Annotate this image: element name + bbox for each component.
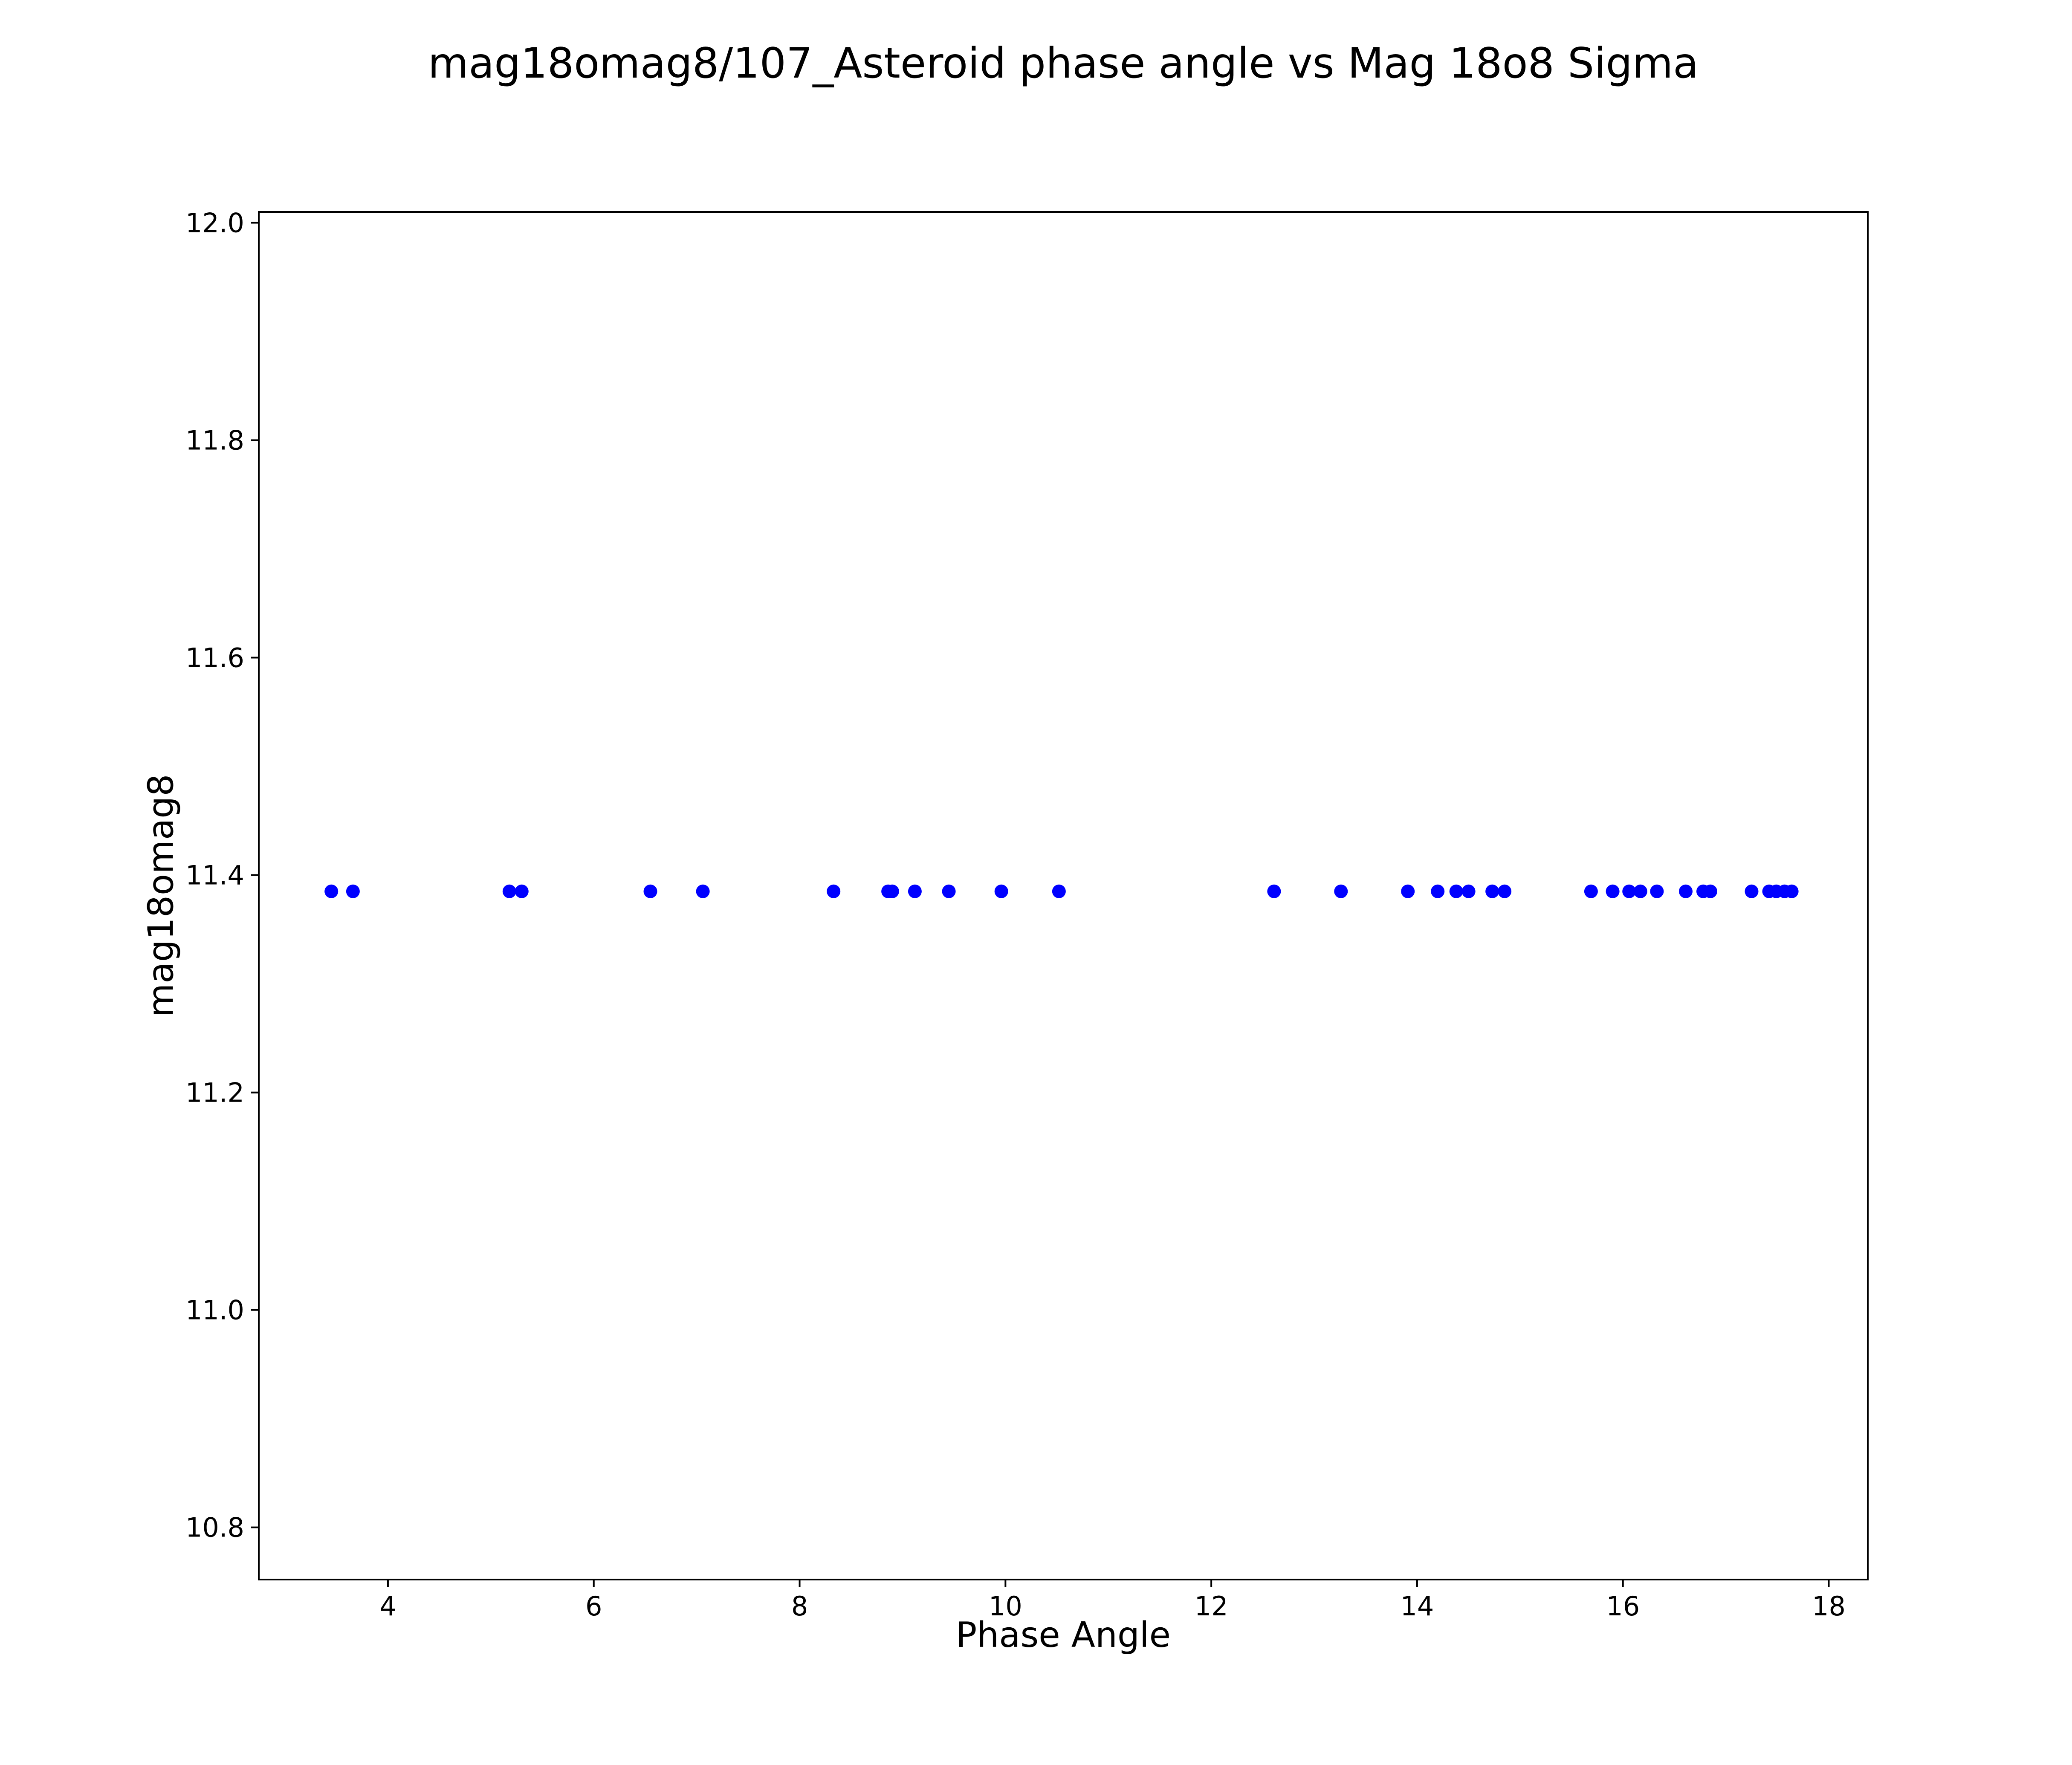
data-point: [1431, 884, 1445, 898]
y-tick-label: 10.8: [185, 1512, 244, 1543]
data-point: [908, 884, 922, 898]
data-point: [1745, 884, 1759, 898]
x-axis-label: Phase Angle: [955, 1615, 1171, 1655]
data-point: [1267, 884, 1281, 898]
x-tick-label: 8: [791, 1591, 808, 1622]
x-tick-label: 18: [1812, 1591, 1846, 1622]
data-point: [1650, 884, 1664, 898]
data-point: [1584, 884, 1598, 898]
y-tick-label: 11.6: [185, 642, 244, 674]
data-point: [994, 884, 1008, 898]
data-point: [1678, 884, 1693, 898]
data-point: [942, 884, 956, 898]
data-point: [346, 884, 360, 898]
data-point: [502, 884, 516, 898]
data-point: [696, 884, 710, 898]
axes-frame: [258, 211, 1869, 1580]
y-tick-label: 11.4: [185, 860, 244, 891]
data-point: [1052, 884, 1066, 898]
data-point: [1622, 884, 1636, 898]
data-point: [1461, 884, 1476, 898]
data-point: [885, 884, 899, 898]
data-point: [1485, 884, 1499, 898]
data-point: [1498, 884, 1512, 898]
data-point: [1785, 884, 1799, 898]
y-tick-label: 11.0: [185, 1295, 244, 1326]
data-point: [643, 884, 657, 898]
x-tick-label: 4: [379, 1591, 396, 1622]
data-point: [1449, 884, 1463, 898]
data-point: [1401, 884, 1415, 898]
data-point: [1334, 884, 1348, 898]
x-tick-label: 14: [1400, 1591, 1434, 1622]
data-point: [324, 884, 339, 898]
x-tick-label: 16: [1606, 1591, 1640, 1622]
x-tick-label: 12: [1195, 1591, 1228, 1622]
data-point: [1633, 884, 1647, 898]
data-point: [827, 884, 841, 898]
chart-title: mag18omag8/107_Asteroid phase angle vs M…: [428, 39, 1699, 88]
x-tick-label: 6: [585, 1591, 602, 1622]
x-tick-label: 10: [989, 1591, 1022, 1622]
y-tick-label: 12.0: [185, 208, 244, 239]
data-point: [1703, 884, 1717, 898]
data-point: [515, 884, 529, 898]
y-tick-label: 11.8: [185, 425, 244, 456]
y-tick-label: 11.2: [185, 1077, 244, 1108]
data-point: [1606, 884, 1620, 898]
